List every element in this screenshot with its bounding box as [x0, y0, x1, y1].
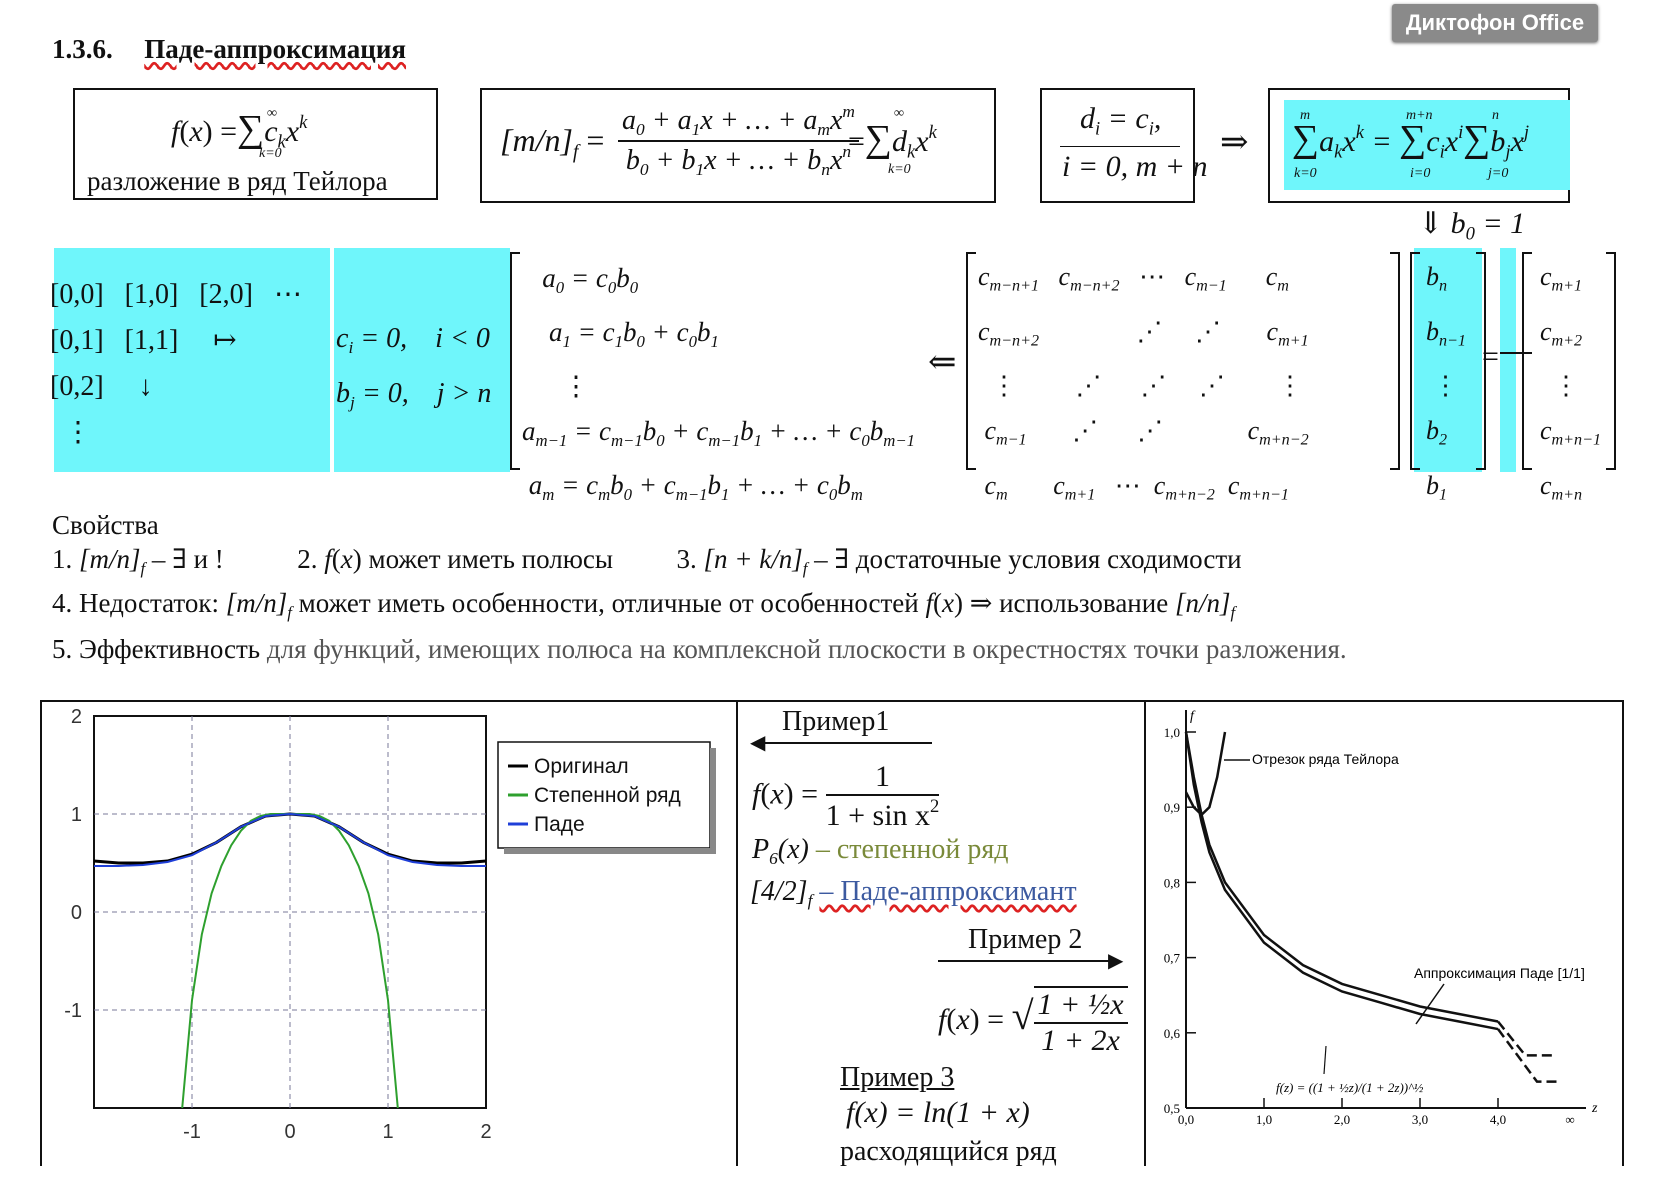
- x-tick-label: -1: [183, 1121, 201, 1143]
- x-tick-label: 0: [284, 1121, 295, 1143]
- y-tick-label: 0,6: [1164, 1026, 1181, 1041]
- section-title: Паде-аппроксимация: [144, 34, 407, 64]
- pade-definition-box: [m/n]f = a0 + a1x + … + amxm b0 + b1x + …: [480, 88, 996, 203]
- section-heading: 1.3.6. Паде-аппроксимация: [52, 34, 406, 65]
- x-tick-label: 2,0: [1334, 1112, 1350, 1127]
- recurrence-equations: a0 = c0b0 a1 = c1b0 + c0b1 ⋮ am−1 = cm−1…: [522, 263, 915, 504]
- legend-label: Степенной ряд: [534, 784, 681, 807]
- x-tick-label: 3,0: [1412, 1112, 1428, 1127]
- legend-label: Оригинал: [534, 755, 629, 778]
- curve-dashed: [1497, 1020, 1557, 1057]
- rhs-vector: cm+1 cm+2 ⋮ cm+n−1 cm+n: [1540, 262, 1602, 504]
- y-tick-label: 1,0: [1164, 725, 1180, 740]
- example3-function: f(x) = ln(1 + x): [846, 1096, 1030, 1129]
- curve-line: [1184, 731, 1227, 817]
- x-tick-label: 4,0: [1490, 1112, 1506, 1127]
- curve-dashed: [1496, 1028, 1557, 1083]
- p6-series-label: P6(x) – степенной ряд: [752, 834, 1009, 869]
- curve-line: [1184, 731, 1499, 1031]
- coefficient-condition-box: di = ci, i = 0, m + n: [1040, 88, 1208, 203]
- annotation-arrow: [1323, 1045, 1327, 1075]
- x-tick-label: 1: [382, 1121, 393, 1143]
- index-grid-panel: [54, 248, 330, 472]
- b-vector: bn bn−1 ⋮ b2 b1: [1426, 262, 1466, 504]
- annotation-formula: f(z) = ((1 + ½z)/(1 + 2z))^½: [1276, 1080, 1424, 1095]
- series-line: [94, 812, 486, 867]
- y-axis-label: f: [1190, 709, 1196, 724]
- legend-label: Паде: [534, 813, 585, 836]
- y-tick-label: -1: [64, 1000, 82, 1022]
- sum-equality-box: ∑akxk = ∑cixi∑bjxj m k=0 m+n i=0 n j=0: [1268, 88, 1570, 203]
- example2-function: f(x) = √ 1 + ½x 1 + 2x: [938, 986, 1128, 1058]
- y-tick-label: 0,9: [1164, 800, 1180, 815]
- y-tick-label: 0: [71, 902, 82, 924]
- x-tick-label: 2: [480, 1121, 491, 1143]
- pade-example-chart: f z 0,0 1,0 2,0 3,0 4,0 ∞ 1,0 0,9 0,8 0,7 0,6 0,5 От…: [1164, 709, 1598, 1127]
- properties-heading: Свойства: [52, 510, 159, 540]
- example1-heading: Пример1 ◀: [750, 706, 932, 754]
- section-number: 1.3.6.: [52, 34, 113, 64]
- x-tick-label: ∞: [1565, 1112, 1574, 1127]
- b0-condition: ⇓ b0 = 1: [1418, 207, 1526, 245]
- example3-note: расходящийся ряд: [840, 1136, 1057, 1167]
- comparison-chart: -1 0 1 2 2 1 0 -1 Оригинал Степенной ряд Паде: [64, 706, 716, 1143]
- x-axis-label: z: [1591, 1101, 1598, 1116]
- property-line-1: 1. [m/n]f – ∃ и ! 2. f(x) может иметь по…: [52, 544, 1242, 578]
- property-line-5: 5. Эффективность для функций, имеющих по…: [52, 634, 1347, 664]
- pade-approximant-label: [4/2]f – Паде-аппроксимант: [750, 876, 1077, 911]
- y-tick-label: 0,8: [1164, 875, 1180, 890]
- y-tick-label: 0,5: [1164, 1101, 1180, 1116]
- c-matrix: cm−n+1 cm−n+2 ⋯ cm−1 cm cm−n+2 ⋰ ⋰ cm+1 …: [978, 262, 1309, 504]
- conditions-panel: [334, 248, 510, 472]
- left-implies-icon: ⇐: [928, 344, 957, 381]
- x-tick-label: 1,0: [1256, 1112, 1272, 1127]
- y-tick-label: 0,7: [1164, 951, 1181, 966]
- y-tick-label: 1: [71, 804, 82, 826]
- taylor-series-box: f(x) =∑ckxk ∞ k=0 разложение в ряд Тейло…: [73, 88, 438, 200]
- example2-heading: Пример 2 ▶: [938, 924, 1128, 972]
- examples-frame: [40, 700, 1624, 1166]
- taylor-caption: разложение в ряд Тейлора: [87, 166, 388, 196]
- dictaphone-office-button[interactable]: Диктофон Office: [1392, 4, 1598, 42]
- annotation-taylor: Отрезок ряда Тейлора: [1252, 751, 1399, 767]
- implies-arrow-icon: ⇒: [1220, 124, 1249, 161]
- example3-heading: Пример 3: [840, 1062, 955, 1093]
- property-line-4: 4. Недостаток: [m/n]f может иметь особен…: [52, 588, 1236, 622]
- x-tick-label: 0,0: [1178, 1112, 1194, 1127]
- annotation-pade: Аппроксимация Паде [1/1]: [1414, 965, 1585, 981]
- annotation-arrow: [1415, 983, 1445, 1025]
- y-tick-label: 2: [71, 706, 82, 728]
